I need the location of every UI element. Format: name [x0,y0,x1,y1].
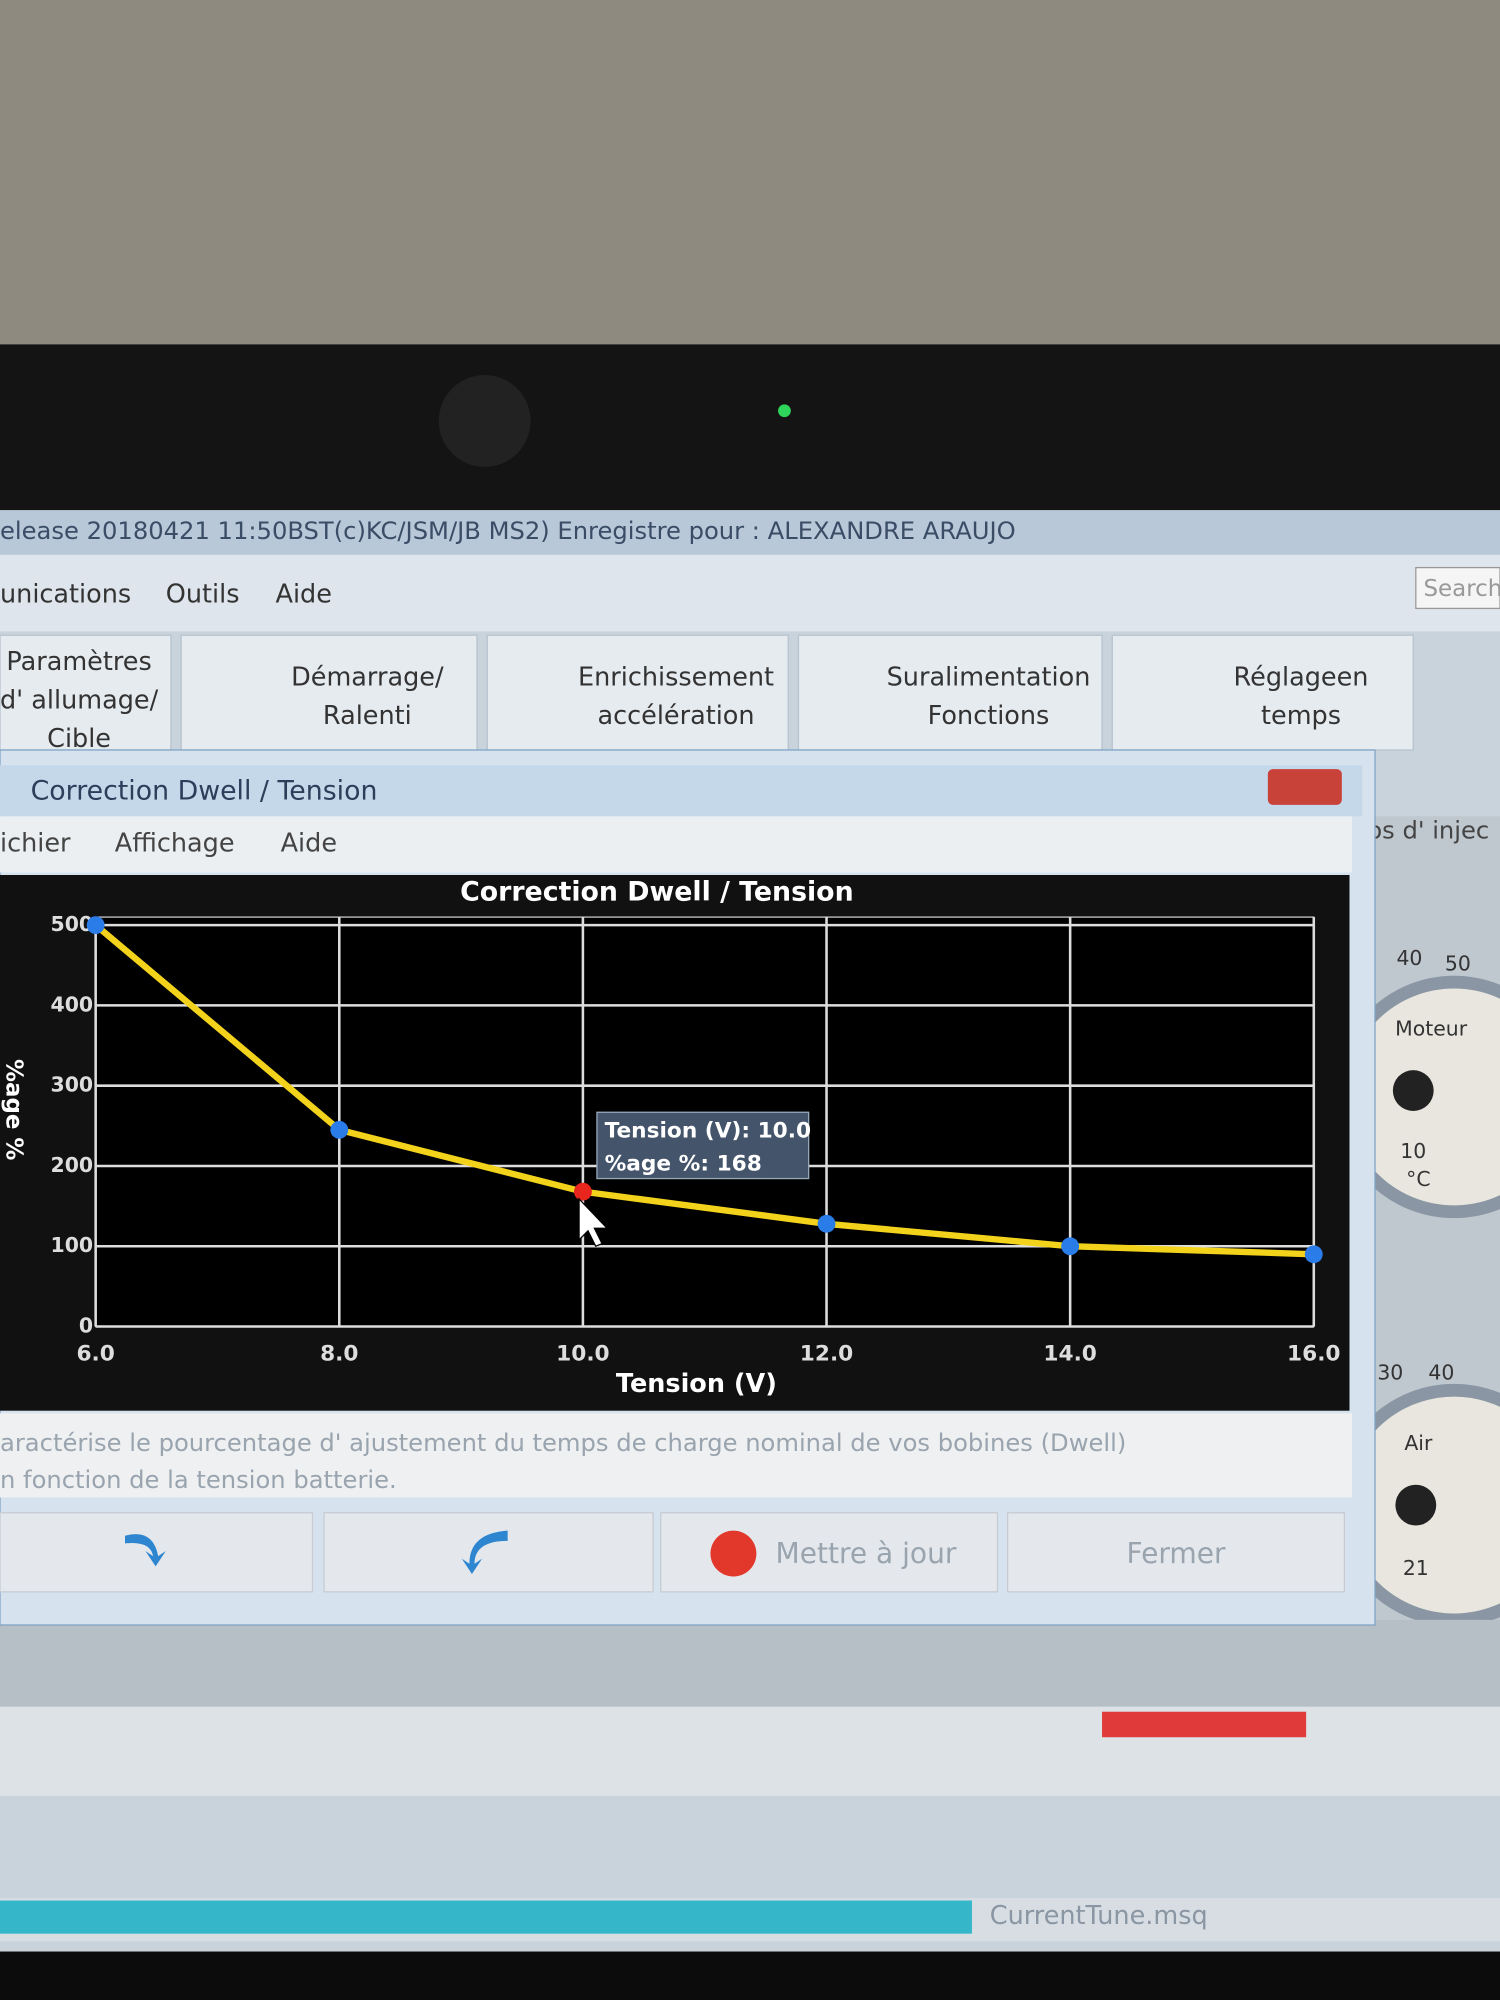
toolbar-label: Enrichissement [578,663,774,693]
gauge-label: °C [1406,1167,1430,1191]
search-box[interactable] [1415,566,1500,610]
toolbar-label: temps [1261,701,1341,731]
description-line: n fonction de la tension batterie. [0,1466,397,1494]
bezel-bottom [0,1951,1500,2000]
y-tick-label: 300 [51,1073,94,1097]
dialog-menu-item: Affichage [115,828,235,858]
title-bar [0,510,1500,555]
toolbar-label: d' allumage/ [0,686,159,716]
x-axis-label: Tension (V) [616,1369,777,1399]
x-tick-label: 8.0 [320,1342,358,1367]
x-tick-label: 10.0 [556,1342,609,1367]
dialog-title: Correction Dwell / Tension [31,776,378,807]
indicator-alert [1102,1711,1307,1738]
x-tick-label: 14.0 [1043,1342,1096,1367]
toolbar-label: accélération [597,701,754,731]
y-tick-label: 0 [79,1314,93,1338]
tooltip [596,1111,810,1180]
y-tick-label: 100 [51,1233,94,1257]
gauge-label: 50 [1445,951,1471,975]
data-line [93,922,1314,1258]
data-point [86,916,105,935]
gauge-row [0,1619,1500,1710]
redo-button[interactable] [323,1512,654,1593]
dialog-menu-item: Aide [281,828,337,858]
toolbar-label: Fonctions [928,701,1050,731]
menu-item: unications [0,580,131,610]
menu-item: Outils [166,580,240,610]
title-text: elease 20180421 11:50BST(c)KC/JSM/JB MS2… [0,517,1016,545]
description-line: aractérise le pourcentage d' ajustement … [0,1429,1126,1457]
data-point [817,1214,836,1233]
dialog-menu: ichier Affichage Aide [0,828,337,858]
y-tick-label: 500 [51,912,94,936]
camera-led [778,404,791,418]
y-axis-label: %age % [0,1059,26,1160]
redo-icon [461,1530,508,1574]
menu-item: Aide [276,580,332,610]
gauge-label: 21 [1403,1556,1429,1580]
toolbar-button[interactable] [797,634,1103,751]
status-file: CurrentTune.msq [990,1901,1208,1931]
gauge-label: 10 [1400,1139,1426,1163]
close-dialog-button[interactable] [1007,1512,1346,1593]
tab-label: os d' injec [1367,817,1489,845]
progress-bar [0,1900,972,1934]
toolbar-button[interactable] [486,634,789,751]
gauge-label: 40 [1396,946,1422,970]
chart: Correction Dwell / Tension 0 100 200 300 400 5… [0,876,1340,1399]
dialog-menu-bar [0,816,1353,873]
close-button[interactable] [1267,769,1342,805]
button-label: Fermer [1127,1537,1226,1570]
toolbar-button[interactable] [180,634,478,751]
gauge-label: 30 [1377,1361,1403,1385]
x-tick-label: 16.0 [1287,1342,1340,1367]
chart-title: Correction Dwell / Tension [460,876,854,907]
toolbar-label: Réglageen [1234,663,1369,693]
toolbar-label: Ralenti [323,701,412,731]
camera [438,375,531,467]
toolbar: Paramètres d' allumage/Cible Démarrage/Ral… [0,634,1414,754]
x-tick-label: 6.0 [76,1342,114,1367]
gauge-label: Moteur [1395,1016,1468,1040]
button-label: Mettre à jour [776,1537,957,1570]
data-point [330,1120,349,1139]
gauge-hub [1392,1070,1434,1111]
gauge-labels: 40 50 Moteur 10 °C 30 40 Air 21 [1377,946,1471,1580]
cursor [578,1197,609,1247]
toolbar-label: Paramètres [6,647,151,677]
dialog-title-bar [0,765,1363,817]
toolbar-label: Suralimentation [887,663,1091,693]
description-box [0,1413,1353,1498]
bezel [0,344,1500,523]
tooltip-line: Tension (V): 10.0 [605,1118,812,1143]
menu: unications Outils Aide [0,580,332,610]
toolbar-button[interactable] [0,634,172,751]
x-tick-label: 12.0 [800,1342,853,1367]
dialog-menu-item: ichier [0,828,71,858]
search-placeholder: Search [1423,576,1500,602]
gauge-label: Air [1404,1431,1433,1455]
data-point [1304,1245,1323,1264]
data-point [1061,1237,1080,1256]
toolbar-label: Cible [47,724,111,754]
tooltip-line: %age %: 168 [605,1152,762,1177]
gauge-hub [1395,1484,1437,1526]
wall [0,0,1500,383]
undo-icon [125,1534,166,1567]
description: aractérise le pourcentage d' ajustement … [0,1429,1126,1494]
toolbar-label: Démarrage/ [291,663,444,693]
toolbar-button[interactable] [1111,634,1414,751]
gauge-label: 40 [1428,1361,1454,1385]
menu-bar [0,554,1500,632]
y-tick-label: 400 [51,992,94,1016]
y-tick-label: 200 [51,1153,94,1177]
burn-icon [710,1530,757,1577]
data-point [573,1182,592,1201]
